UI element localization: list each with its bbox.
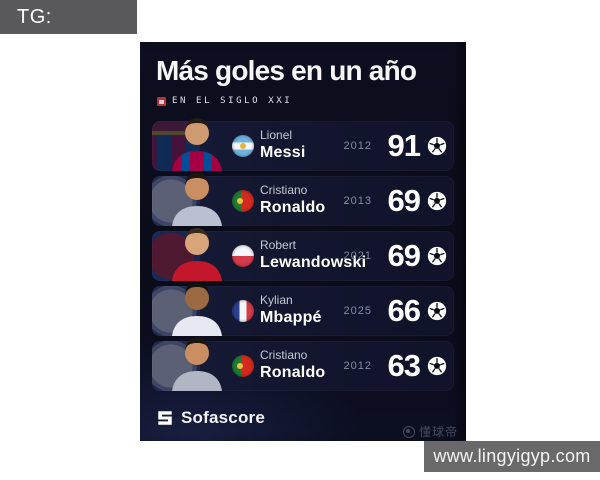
goals-value: 63 <box>387 348 421 383</box>
year-label: 2021 <box>343 250 372 262</box>
infographic-card: Más goles en un año EN EL SIGLO XXI Lion… <box>140 42 466 441</box>
last-name-label: Ronaldo <box>260 199 326 216</box>
last-name-label: Messi <box>260 144 306 161</box>
flag-portugal-icon <box>232 190 254 212</box>
subtitle: EN EL SIGLO XXI <box>157 96 292 106</box>
soccer-ball-icon <box>427 191 447 211</box>
first-name-label: Cristiano <box>260 183 308 197</box>
player-photo-mbappe <box>166 278 228 336</box>
player-row-messi: Lionel Messi 2012 91 <box>152 118 454 171</box>
player-photo-messi <box>166 113 228 171</box>
player-row-ronaldo-2012: Cristiano Ronaldo 2012 63 <box>152 338 454 391</box>
flag-poland-icon <box>232 245 254 267</box>
last-name-label: Ronaldo <box>260 364 326 381</box>
page-title: Más goles en un año <box>156 55 417 86</box>
url-watermark-bar: www.lingyigyp.com <box>424 441 600 472</box>
year-label: 2012 <box>343 360 372 372</box>
year-label: 2013 <box>343 195 372 207</box>
sofascore-logo-icon <box>156 409 174 427</box>
soccer-ball-icon <box>427 356 447 376</box>
last-name-label: Lewandowski <box>260 254 367 271</box>
goals-value: 91 <box>387 128 421 163</box>
year-label: 2025 <box>343 305 372 317</box>
player-photo-lewandowski <box>166 223 228 281</box>
calendar-icon <box>157 96 166 106</box>
player-row-lewandowski: Robert Lewandowski 2021 69 <box>152 228 454 281</box>
dongqiudi-logo-icon <box>402 425 415 438</box>
year-label: 2012 <box>343 140 372 152</box>
goals-value: 66 <box>387 293 421 328</box>
soccer-ball-icon <box>427 246 447 266</box>
player-photo-ronaldo <box>166 168 228 226</box>
flag-argentina-icon <box>232 135 254 157</box>
soccer-ball-icon <box>427 136 447 156</box>
last-name-label: Mbappé <box>260 309 322 326</box>
sofascore-brand: Sofascore <box>156 408 265 428</box>
soccer-ball-icon <box>427 301 447 321</box>
tg-watermark-label: TG: MYYJJPP <box>0 0 137 62</box>
first-name-label: Cristiano <box>260 348 308 362</box>
goals-value: 69 <box>387 238 421 273</box>
goals-value: 69 <box>387 183 421 218</box>
flag-portugal-icon <box>232 355 254 377</box>
player-row-ronaldo-2013: Cristiano Ronaldo 2013 69 <box>152 173 454 226</box>
first-name-label: Kylian <box>260 293 293 307</box>
first-name-label: Robert <box>260 238 297 252</box>
flag-france-icon <box>232 300 254 322</box>
player-photo-ronaldo <box>166 333 228 391</box>
subtitle-label: EN EL SIGLO XXI <box>172 96 293 106</box>
sofascore-label: Sofascore <box>181 408 266 427</box>
first-name-label: Lionel <box>260 128 293 142</box>
player-row-mbappe: Kylian Mbappé 2025 66 <box>152 283 454 336</box>
dongqiudi-watermark: 懂球帝 <box>402 423 458 440</box>
dongqiudi-label: 懂球帝 <box>418 425 458 439</box>
